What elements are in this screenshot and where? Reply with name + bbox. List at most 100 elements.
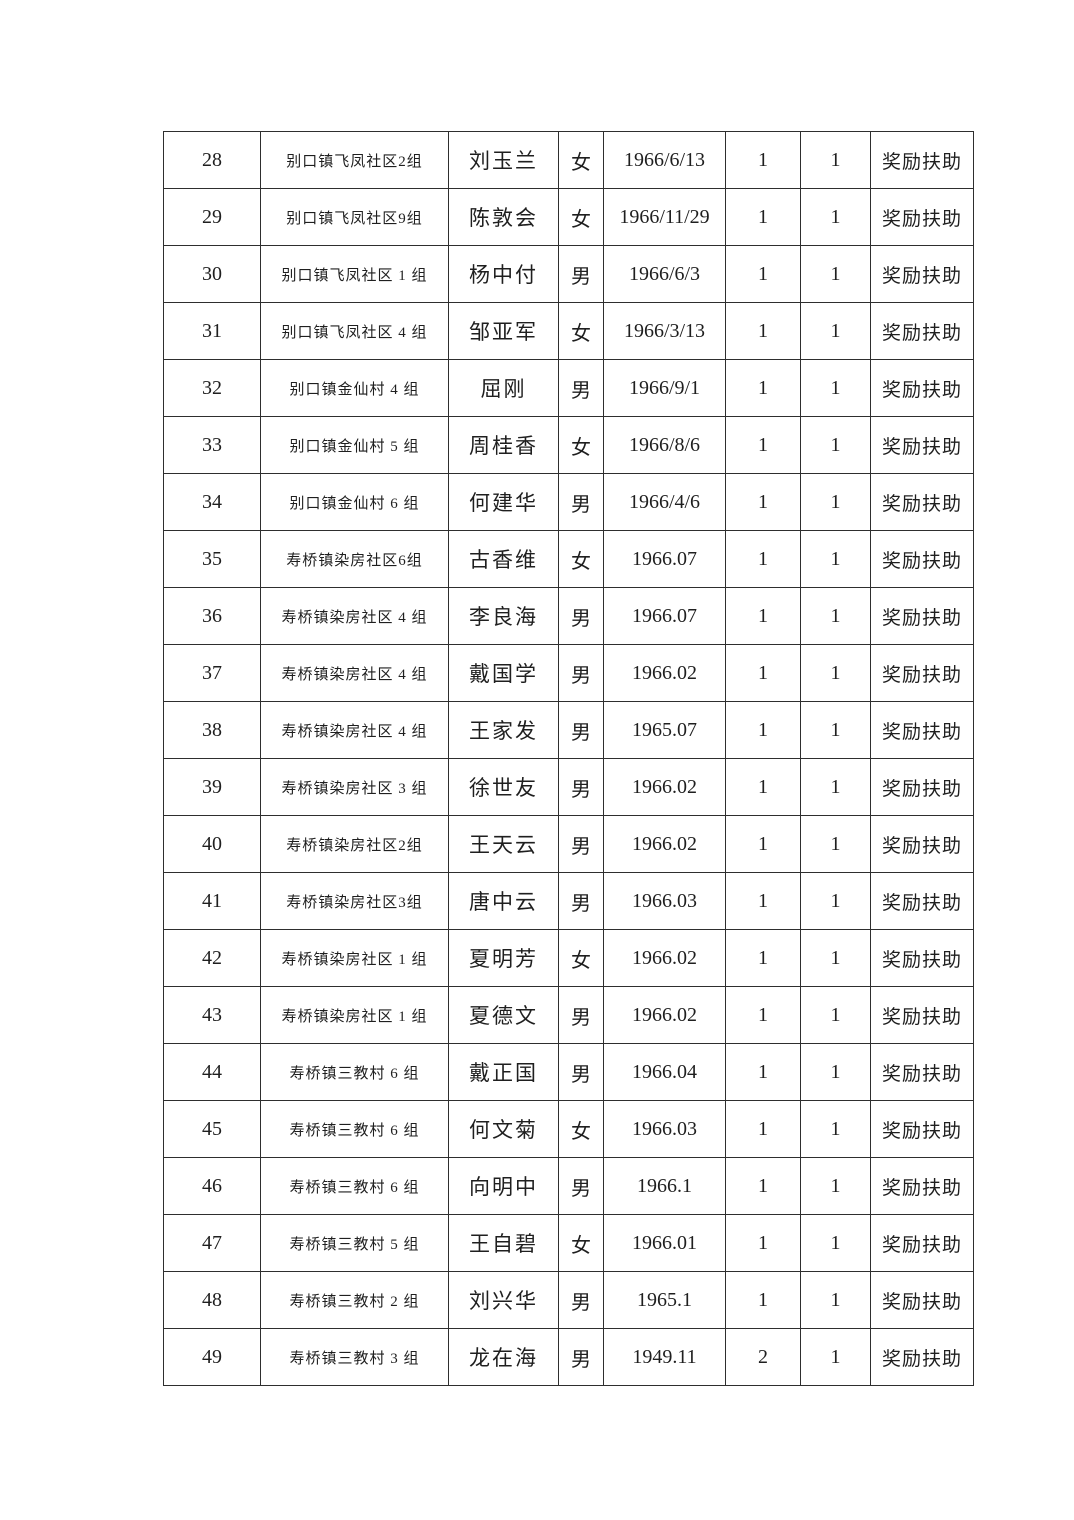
cell-seq: 44 — [163, 1043, 261, 1101]
cell-gender: 女 — [558, 188, 604, 246]
cell-num2: 1 — [800, 1271, 871, 1329]
cell-num2: 1 — [800, 530, 871, 588]
cell-address: 寿桥镇染房社区 1 组 — [260, 929, 449, 987]
cell-address: 寿桥镇三教村 6 组 — [260, 1157, 449, 1215]
cell-name: 杨中付 — [448, 245, 559, 303]
cell-seq: 34 — [163, 473, 261, 531]
cell-category: 奖励扶助 — [870, 416, 974, 474]
cell-gender: 男 — [558, 815, 604, 873]
cell-birth: 1966/4/6 — [603, 473, 726, 531]
cell-category: 奖励扶助 — [870, 644, 974, 702]
cell-seq: 28 — [163, 131, 261, 189]
cell-num2: 1 — [800, 416, 871, 474]
cell-address: 寿桥镇三教村 6 组 — [260, 1043, 449, 1101]
cell-seq: 38 — [163, 701, 261, 759]
cell-address: 寿桥镇染房社区 4 组 — [260, 644, 449, 702]
cell-category: 奖励扶助 — [870, 245, 974, 303]
cell-birth: 1966.02 — [603, 644, 726, 702]
beneficiary-table: 28 别口镇飞凤社区2组 刘玉兰女 1966/6/13 1 1 奖励扶助 29 别口镇飞凤社区9… — [163, 131, 974, 1386]
cell-seq: 48 — [163, 1271, 261, 1329]
cell-gender: 男 — [558, 587, 604, 645]
cell-num1: 1 — [725, 986, 801, 1044]
cell-seq: 43 — [163, 986, 261, 1044]
cell-birth: 1966.03 — [603, 1100, 726, 1158]
cell-gender: 男 — [558, 644, 604, 702]
cell-seq: 40 — [163, 815, 261, 873]
cell-num2: 1 — [800, 587, 871, 645]
table-row: 42 寿桥镇染房社区 1 组夏明芳女 1966.02 1 1 奖励扶助 — [163, 929, 974, 987]
cell-category: 奖励扶助 — [870, 701, 974, 759]
cell-address: 别口镇飞凤社区2组 — [260, 131, 449, 189]
cell-seq: 49 — [163, 1328, 261, 1386]
cell-num2: 1 — [800, 245, 871, 303]
cell-num1: 1 — [725, 530, 801, 588]
cell-name: 屈刚 — [448, 359, 559, 417]
cell-num2: 1 — [800, 188, 871, 246]
cell-birth: 1966.07 — [603, 587, 726, 645]
cell-name: 王天云 — [448, 815, 559, 873]
cell-name: 夏德文 — [448, 986, 559, 1044]
cell-seq: 39 — [163, 758, 261, 816]
cell-gender: 女 — [558, 1100, 604, 1158]
cell-category: 奖励扶助 — [870, 131, 974, 189]
cell-num2: 1 — [800, 701, 871, 759]
cell-num1: 1 — [725, 929, 801, 987]
cell-num2: 1 — [800, 872, 871, 930]
cell-gender: 女 — [558, 416, 604, 474]
cell-category: 奖励扶助 — [870, 530, 974, 588]
cell-num1: 1 — [725, 1214, 801, 1272]
table-row: 43 寿桥镇染房社区 1 组夏德文男 1966.02 1 1 奖励扶助 — [163, 986, 974, 1044]
cell-birth: 1966.07 — [603, 530, 726, 588]
cell-birth: 1966/8/6 — [603, 416, 726, 474]
table-row: 38 寿桥镇染房社区 4 组王家发男 1965.07 1 1 奖励扶助 — [163, 701, 974, 759]
cell-birth: 1966/11/29 — [603, 188, 726, 246]
cell-category: 奖励扶助 — [870, 1271, 974, 1329]
cell-name: 向明中 — [448, 1157, 559, 1215]
cell-gender: 男 — [558, 1328, 604, 1386]
cell-seq: 29 — [163, 188, 261, 246]
cell-category: 奖励扶助 — [870, 473, 974, 531]
cell-birth: 1965.1 — [603, 1271, 726, 1329]
cell-category: 奖励扶助 — [870, 1043, 974, 1101]
cell-gender: 女 — [558, 929, 604, 987]
cell-name: 王自碧 — [448, 1214, 559, 1272]
cell-num1: 1 — [725, 302, 801, 360]
cell-num1: 1 — [725, 587, 801, 645]
table-row: 33 别口镇金仙村 5 组周桂香女 1966/8/6 1 1 奖励扶助 — [163, 416, 974, 474]
cell-birth: 1966.02 — [603, 758, 726, 816]
cell-name: 龙在海 — [448, 1328, 559, 1386]
cell-birth: 1966/3/13 — [603, 302, 726, 360]
cell-num1: 1 — [725, 1100, 801, 1158]
cell-num2: 1 — [800, 1157, 871, 1215]
cell-num2: 1 — [800, 1100, 871, 1158]
cell-num1: 1 — [725, 758, 801, 816]
cell-birth: 1966.02 — [603, 929, 726, 987]
cell-category: 奖励扶助 — [870, 1214, 974, 1272]
cell-name: 王家发 — [448, 701, 559, 759]
cell-num1: 2 — [725, 1328, 801, 1386]
table-row: 45 寿桥镇三教村 6 组何文菊女 1966.03 1 1 奖励扶助 — [163, 1100, 974, 1158]
table-row: 30 别口镇飞凤社区 1 组杨中付男 1966/6/3 1 1 奖励扶助 — [163, 245, 974, 303]
cell-gender: 女 — [558, 1214, 604, 1272]
cell-category: 奖励扶助 — [870, 302, 974, 360]
cell-gender: 男 — [558, 245, 604, 303]
cell-seq: 41 — [163, 872, 261, 930]
cell-num1: 1 — [725, 815, 801, 873]
cell-num2: 1 — [800, 986, 871, 1044]
cell-num1: 1 — [725, 1043, 801, 1101]
cell-birth: 1966/6/13 — [603, 131, 726, 189]
cell-gender: 女 — [558, 131, 604, 189]
table-row: 29 别口镇飞凤社区9组 陈敦会女 1966/11/29 1 1 奖励扶助 — [163, 188, 974, 246]
cell-num1: 1 — [725, 359, 801, 417]
table-row: 41 寿桥镇染房社区3组 唐中云男 1966.03 1 1 奖励扶助 — [163, 872, 974, 930]
cell-num2: 1 — [800, 131, 871, 189]
cell-category: 奖励扶助 — [870, 188, 974, 246]
cell-address: 别口镇飞凤社区 4 组 — [260, 302, 449, 360]
cell-name: 邹亚军 — [448, 302, 559, 360]
cell-name: 周桂香 — [448, 416, 559, 474]
table-row: 31 别口镇飞凤社区 4 组邹亚军女 1966/3/13 1 1 奖励扶助 — [163, 302, 974, 360]
cell-address: 寿桥镇染房社区 1 组 — [260, 986, 449, 1044]
cell-num2: 1 — [800, 473, 871, 531]
cell-gender: 男 — [558, 701, 604, 759]
